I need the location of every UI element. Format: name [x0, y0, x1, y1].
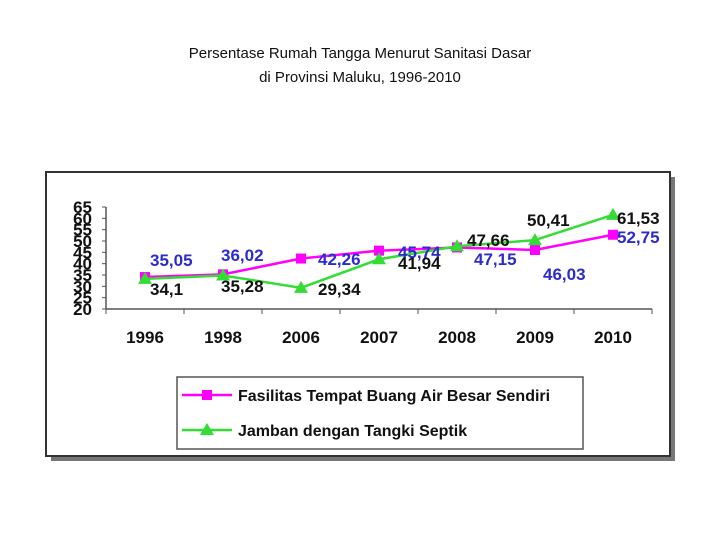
y-tick-label: 40	[73, 255, 92, 274]
y-tick-label: 60	[73, 209, 92, 228]
legend-marker-square	[202, 390, 212, 400]
y-tick-label: 65	[73, 198, 92, 217]
y-tick-label: 20	[73, 300, 92, 319]
data-label: 34,1	[150, 280, 183, 299]
x-tick-label: 2010	[594, 328, 632, 347]
data-point-triangle	[216, 268, 230, 281]
data-label: 29,34	[318, 280, 361, 299]
data-point-triangle	[450, 239, 464, 252]
x-tick-label: 1998	[204, 328, 242, 347]
data-point-square	[530, 244, 540, 255]
legend-label: Jamban dengan Tangki Septik	[238, 423, 467, 440]
chart-title-line-1: Persentase Rumah Tangga Menurut Sanitasi…	[188, 45, 532, 62]
data-point-square	[296, 253, 306, 264]
x-tick-label: 2006	[282, 328, 320, 347]
data-point-square	[374, 245, 384, 256]
data-label: 47,15	[474, 250, 517, 269]
data-label: 36,02	[221, 246, 264, 265]
chart-title-line-2: di Provinsi Maluku, 1996-2010	[259, 69, 461, 86]
y-tick-label: 35	[73, 266, 92, 285]
data-label: 46,03	[543, 265, 586, 284]
data-point-square	[608, 229, 618, 240]
data-label: 41,94	[398, 254, 441, 273]
y-tick-label: 45	[73, 243, 92, 262]
legend-label: Fasilitas Tempat Buang Air Besar Sendiri	[238, 388, 550, 405]
data-label: 52,75	[617, 228, 660, 247]
data-label: 47,66	[467, 231, 510, 250]
data-point-triangle	[606, 207, 620, 220]
legend-box	[176, 376, 584, 450]
y-tick-label: 50	[73, 232, 92, 251]
y-tick-label: 25	[73, 289, 92, 308]
data-label: 35,28	[221, 277, 264, 296]
data-label: 42,26	[318, 250, 361, 269]
data-label: 61,53	[617, 209, 660, 228]
data-point-triangle	[138, 271, 152, 284]
x-tick-label: 2008	[438, 328, 476, 347]
y-tick-label: 55	[73, 221, 92, 240]
x-tick-label: 2009	[516, 328, 554, 347]
data-point-triangle	[294, 280, 308, 293]
data-point-triangle	[528, 233, 542, 246]
x-tick-label: 1996	[126, 328, 164, 347]
data-label: 50,41	[527, 211, 570, 230]
data-point-triangle	[372, 252, 386, 265]
x-tick-label: 2007	[360, 328, 398, 347]
data-label: 35,05	[150, 251, 193, 270]
legend-marker-triangle	[200, 423, 214, 435]
y-tick-label: 30	[73, 277, 92, 296]
data-label: 45,74	[398, 243, 441, 262]
